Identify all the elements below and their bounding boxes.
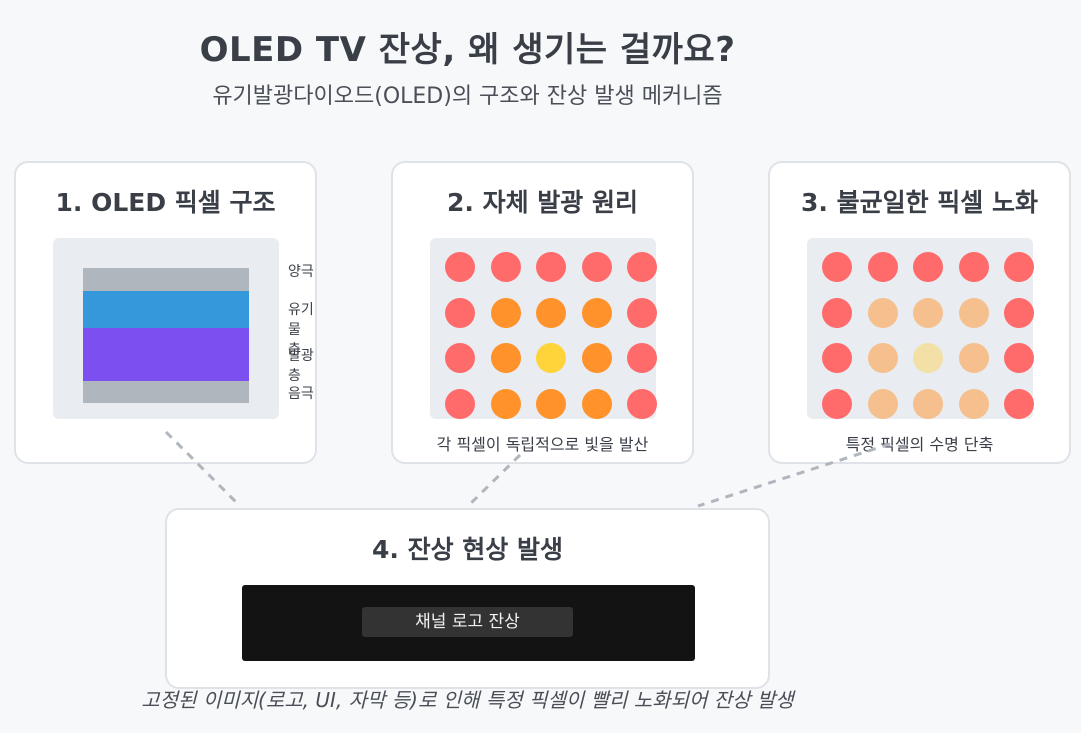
pixel-dot — [445, 297, 475, 328]
pixel-dot — [445, 388, 475, 419]
pixel-dot — [627, 252, 657, 282]
pixel-dot — [958, 388, 989, 419]
pixel-dot — [490, 252, 521, 282]
emissive-layer-label: 발광층 — [288, 348, 314, 384]
pixel-dot — [913, 388, 943, 419]
pixel-dot — [445, 343, 475, 373]
footer-note: 고정된 이미지(로고, UI, 자막 등)로 인해 특정 픽셀이 빨리 노화되어… — [141, 688, 794, 712]
pixel-dot — [445, 252, 475, 282]
connector-degradation-to-burnin — [697, 442, 891, 508]
pixel-dot — [627, 297, 657, 328]
pixel-dot — [822, 388, 852, 419]
pixel-dot — [581, 297, 612, 328]
pixel-dot — [913, 252, 943, 282]
structure-card: 1. OLED 픽셀 구조 양극 유기물 층 발광층 음극 — [14, 161, 317, 464]
pixel-dot — [867, 343, 898, 373]
pixel-dot — [867, 252, 898, 282]
degradation-card-title: 3. 불균일한 픽셀 노화 — [800, 188, 1038, 217]
organic-layer-label: 유기물 층 — [288, 302, 314, 358]
pixel-structure-panel — [53, 238, 279, 419]
pixel-dot — [913, 297, 943, 328]
emission-card: 2. 자체 발광 원리 각 픽셀이 독립적으로 빛을 발산 — [391, 161, 694, 464]
degradation-pixel-grid — [807, 238, 1034, 419]
pixel-dot — [581, 252, 612, 282]
pixel-dot — [490, 388, 521, 419]
pixel-dot — [958, 343, 989, 373]
pixel-dot — [627, 388, 657, 419]
organic-layer — [83, 291, 249, 328]
pixel-dot — [581, 343, 612, 373]
pixel-dot — [490, 343, 521, 373]
pixel-dot — [536, 388, 566, 419]
connector-structure-to-burnin — [164, 430, 242, 508]
degradation-card: 3. 불균일한 픽셀 노화 특정 픽셀의 수명 단축 — [768, 161, 1071, 464]
pixel-dot — [822, 252, 852, 282]
emission-pixel-grid — [430, 238, 657, 419]
anode-layer — [83, 268, 249, 291]
pixel-dot — [627, 343, 657, 373]
pixel-dot — [958, 297, 989, 328]
structure-card-title: 1. OLED 픽셀 구조 — [55, 188, 276, 217]
page-subtitle: 유기발광다이오드(OLED)의 구조와 잔상 발생 메커니즘 — [212, 84, 723, 109]
cathode-label: 음극 — [288, 386, 314, 402]
degradation-caption: 특정 픽셀의 수명 단축 — [845, 435, 994, 454]
page-title: OLED TV 잔상, 왜 생기는 걸까요? — [199, 30, 736, 70]
pixel-dot — [536, 297, 566, 328]
pixel-dot — [1004, 343, 1034, 373]
pixel-dot — [822, 297, 852, 328]
pixel-dot — [867, 297, 898, 328]
pixel-dot — [581, 388, 612, 419]
pixel-dot — [536, 252, 566, 282]
pixel-dot — [822, 343, 852, 373]
pixel-dot — [490, 297, 521, 328]
emission-card-title: 2. 자체 발광 원리 — [446, 188, 638, 217]
pixel-dot — [1004, 297, 1034, 328]
emission-caption: 각 픽셀이 독립적으로 빛을 발산 — [436, 435, 649, 454]
pixel-dot — [867, 388, 898, 419]
pixel-dot — [536, 343, 566, 373]
channel-logo-burnin: 채널 로고 잔상 — [362, 607, 573, 637]
pixel-dot — [1004, 252, 1034, 282]
anode-label: 양극 — [288, 264, 314, 280]
emissive-layer — [83, 328, 249, 381]
tv-screen: 채널 로고 잔상 — [242, 585, 695, 661]
pixel-dot — [1004, 388, 1034, 419]
burnin-card: 4. 잔상 현상 발생 채널 로고 잔상 — [165, 508, 770, 689]
burnin-card-title: 4. 잔상 현상 발생 — [371, 535, 563, 564]
pixel-dot — [913, 343, 943, 373]
cathode-layer — [83, 381, 249, 403]
connector-emission-to-burnin — [466, 453, 522, 508]
pixel-dot — [958, 252, 989, 282]
